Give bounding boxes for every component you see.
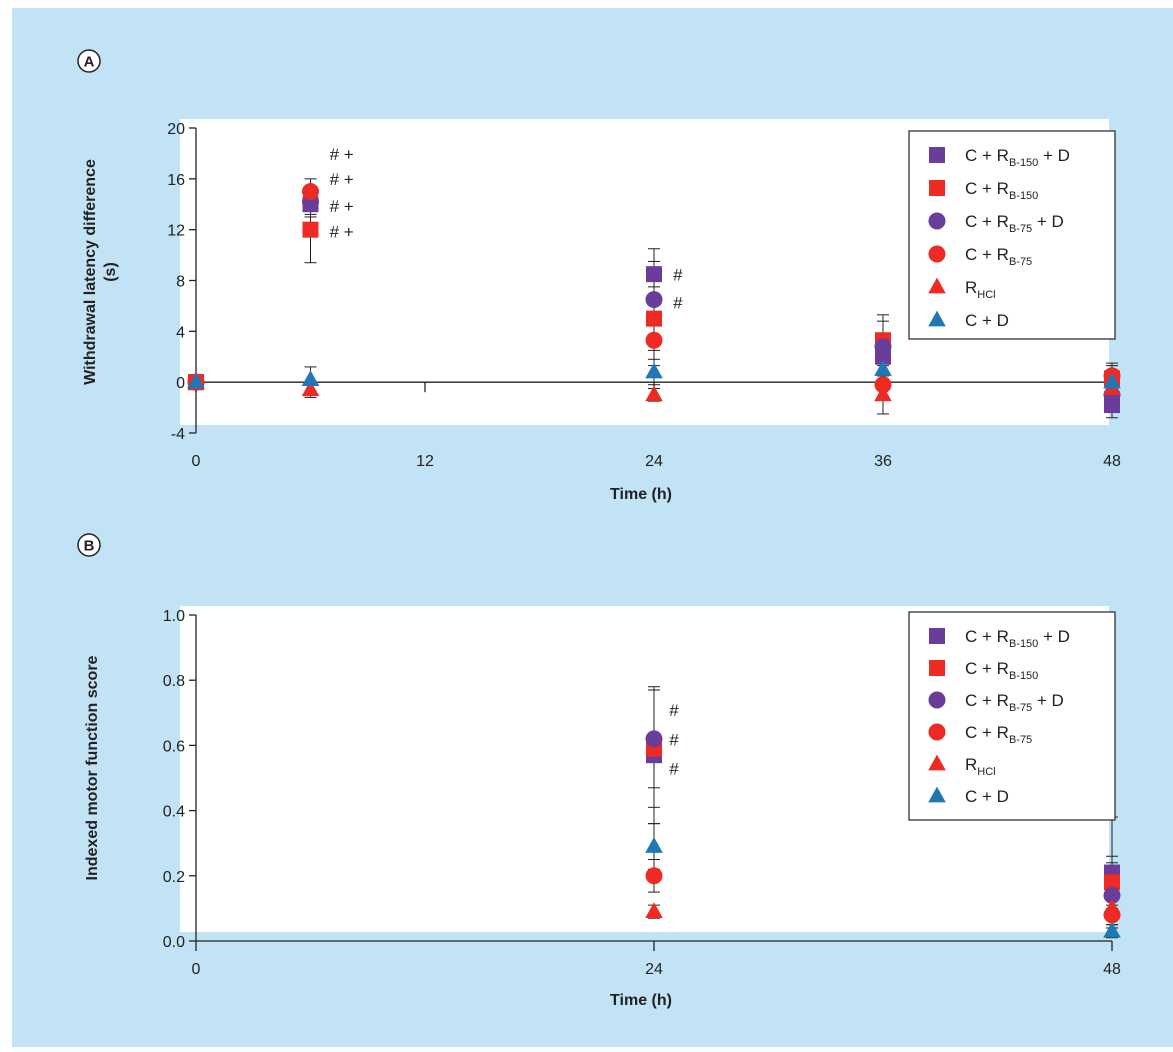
panel-b-legend-label: RHCl [965,755,996,778]
panel-a-legend-marker [928,212,946,230]
panel-b-x-tick-label: 48 [1103,961,1121,978]
panel-b-y-tick-label: 0.6 [163,738,185,755]
y-axis-label-a-line1: Withdrawal latency difference [82,159,99,385]
panel-b-letter: B [84,538,95,555]
panel-a-data-point [874,360,892,376]
panel-a-data-point [302,221,319,238]
panel-b-legend-marker [928,691,946,709]
panel-a-y-tick-label: 20 [167,121,185,138]
panel-a-letter: A [84,54,95,71]
panel-a-x-tick-label: 48 [1103,453,1121,470]
panel-b-legend-box [908,611,1116,821]
panel-a-legend-marker [928,245,946,263]
panel-a-data-point [646,310,662,327]
panel-a-y-tick-label: 8 [176,274,185,291]
panel-a-legend-marker [928,310,946,327]
panel-b-legend-label: C + D [965,787,1009,806]
panel-a-data-point [874,338,892,356]
panel-a-y-tick-label: -4 [171,426,185,443]
panel-b-data-point [645,867,663,885]
panel-a-significance-label: # [673,293,683,312]
panel-b-y-tick-label: 0.4 [163,804,185,821]
x-axis-label-a: Time (h) [610,486,672,503]
y-axis-label-b: Indexed motor function score [84,655,101,880]
panel-a-legend-box [908,130,1116,340]
panel-b-data-point [1103,898,1121,915]
panel-a-significance-label: # + [330,197,354,216]
y-axis-label-a-line2: (s) [102,262,119,282]
figure-panel: A B Time (h) Time (h) Withdrawal latency… [12,8,1173,1047]
panel-b-legend-label: C + RB-150 [965,659,1038,682]
panel-a-data-point [301,370,320,387]
panel-b-y-tick-label: 0.0 [163,934,185,951]
panel-b-x-tick-label: 0 [192,961,201,978]
figure-svg: A B Time (h) Time (h) Withdrawal latency… [77,49,1121,1009]
panel-b-legend-marker [928,786,946,803]
panel-a-x-tick-label: 24 [645,453,663,470]
panel-a-data-point [1103,372,1121,389]
panel-a-data-point [874,376,892,394]
panel-a-legend-label: C + RB-150 [965,179,1038,202]
panel-a-legend: C + RB-150 + D C + RB-150 C + RB-75 + D C +… [908,130,1116,340]
panel-a-data-point [645,362,663,379]
panel-a-y-tick-label: 4 [176,324,185,341]
panel-a-legend-label: C + D [965,311,1009,330]
panel-b-y-tick-label: 1.0 [163,608,185,625]
panel-a-data-point [302,183,319,201]
panel-a-legend-label: RHCl [965,278,996,301]
panel-b-significance-label: # [669,730,679,749]
panel-b-data-point [1104,874,1120,891]
panel-b-legend-marker [929,660,945,676]
panel-b-data-point [1103,921,1121,938]
panel-a-legend-marker [929,180,945,196]
panel-a-y-tick-label: 0 [176,375,185,392]
panel-b-legend-marker [928,754,946,771]
panel-b-y-tick-label: 0.2 [163,869,185,886]
panel-b-legend: C + RB-150 + D C + RB-150 C + RB-75 + D C +… [908,611,1116,821]
panel-a-significance-label: # + [330,170,354,189]
chart-panel-b: 0.0 0.2 0.4 0.6 0.8 1.0 0 24 48 # # # C + RB-150 + D… [163,608,1121,978]
panel-b-legend-label: C + RB-75 [965,723,1032,746]
panel-a-data-point [187,372,205,389]
panel-a-significance-label: # [673,266,683,285]
panel-a-data-point [301,380,320,397]
panel-b-data-point [645,902,663,919]
panel-a-data-point [645,291,663,309]
panel-b-data-point [645,837,663,853]
panel-a-legend-marker [928,277,946,294]
panel-a-significance-label: # + [330,145,354,164]
panel-a-data-point [874,385,892,402]
panel-a-significance-label: # + [330,222,354,241]
panel-a-legend-label: C + RB-75 [965,245,1032,268]
panel-b-data-point [1103,886,1121,904]
panel-b-y-tick-label: 0.8 [163,673,185,690]
panel-b-legend-marker [929,628,945,644]
panel-a-legend-marker [929,147,945,163]
panel-a-label: A [77,49,101,73]
panel-b-significance-label: # [669,701,679,720]
panel-b-legend-label: C + RB-75 + D [965,691,1064,714]
panel-a-data-point [645,385,663,402]
panel-a-legend-label: C + RB-75 + D [965,212,1064,235]
panel-a-data-point [645,331,663,349]
panel-b-legend-label: C + RB-150 + D [965,627,1070,650]
panel-a-y-tick-label: 12 [167,223,185,240]
panel-a-y-tick-label: 16 [167,172,185,189]
panel-b-x-tick-label: 24 [645,961,663,978]
panel-a-x-tick-label: 36 [874,453,892,470]
panel-a-data-point [646,266,662,283]
panel-a-x-tick-label: 12 [416,453,434,470]
panel-a-x-tick-label: 0 [192,453,201,470]
panel-b-significance-label: # [669,760,679,779]
panel-b-label: B [77,533,101,557]
x-axis-label-b: Time (h) [610,992,672,1009]
panel-b-legend-marker [928,723,946,741]
panel-a-legend-label: C + RB-150 + D [965,146,1070,169]
panel-b-data-point [645,730,663,748]
